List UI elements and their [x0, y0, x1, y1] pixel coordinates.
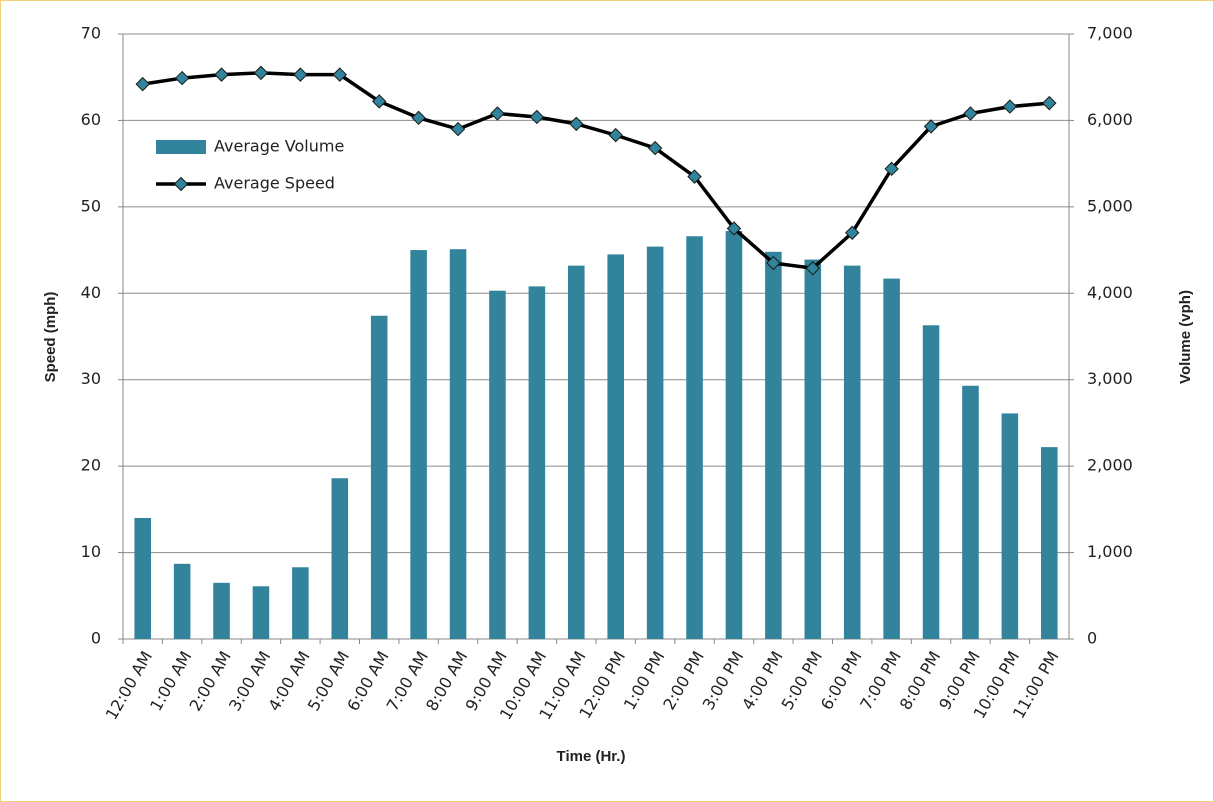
bar	[922, 325, 940, 639]
y2-tick-label: 1,000	[1087, 542, 1133, 561]
line-marker	[805, 261, 820, 276]
y2-tick-label: 3,000	[1087, 369, 1133, 388]
line-marker	[490, 106, 505, 121]
bar	[370, 315, 388, 639]
bar	[883, 278, 900, 639]
legend-label: Average Speed	[214, 174, 335, 193]
bar	[962, 385, 979, 639]
y2-tick-label: 2,000	[1087, 456, 1133, 475]
line-marker	[253, 65, 269, 81]
bar	[804, 259, 822, 639]
bar	[765, 251, 782, 640]
legend-swatch	[156, 140, 206, 154]
y-tick-label: 60	[81, 110, 101, 129]
y-tick-label: 30	[81, 369, 101, 388]
legend-marker	[173, 176, 189, 192]
legend-label: Average Volume	[214, 137, 344, 156]
bar	[173, 563, 191, 639]
y-tick-label: 10	[81, 542, 101, 561]
y-tick-label: 50	[81, 196, 101, 215]
line-marker	[687, 169, 702, 184]
bar	[568, 265, 585, 639]
bar	[489, 290, 506, 639]
line-marker	[450, 121, 466, 137]
y-tick-label: 70	[81, 24, 101, 43]
line-marker	[845, 225, 860, 240]
y-axis-label: Speed (mph)	[42, 292, 59, 383]
line-marker	[372, 94, 387, 109]
y2-tick-label: 7,000	[1087, 24, 1133, 43]
y2-tick-label: 0	[1087, 629, 1097, 648]
y2-tick-label: 4,000	[1087, 283, 1133, 302]
line-marker	[174, 70, 190, 86]
bar	[1041, 447, 1058, 639]
bar	[686, 236, 703, 639]
line-marker	[884, 161, 899, 177]
line-marker	[647, 140, 663, 156]
line-marker	[923, 119, 939, 134]
y-tick-label: 20	[81, 456, 101, 475]
line-marker	[726, 221, 742, 236]
bar	[292, 567, 309, 639]
line-marker	[214, 67, 229, 82]
bar	[528, 286, 546, 639]
line-marker	[529, 109, 545, 125]
line-marker	[293, 67, 308, 82]
line-marker	[766, 255, 781, 271]
line-marker	[411, 110, 426, 126]
y2-axis-label: Volume (vph)	[1177, 290, 1194, 384]
bar	[134, 518, 151, 639]
line-marker	[569, 116, 584, 132]
line-marker	[963, 106, 978, 121]
bar	[843, 265, 861, 639]
bar	[252, 586, 270, 639]
bar	[331, 478, 349, 639]
bar	[607, 254, 624, 639]
line-marker	[608, 127, 623, 143]
bar	[213, 582, 230, 639]
y-tick-label: 40	[81, 283, 101, 302]
bar	[646, 246, 664, 639]
line-marker	[1042, 95, 1057, 111]
bar	[449, 249, 467, 639]
bar	[410, 250, 427, 640]
y2-tick-label: 6,000	[1087, 110, 1133, 129]
line-marker	[1002, 99, 1018, 114]
bar	[1001, 413, 1019, 639]
x-tick-label: 12:00 AM	[102, 648, 156, 723]
bar	[725, 231, 743, 640]
speed-line	[142, 71, 1050, 271]
y2-tick-label: 5,000	[1087, 196, 1133, 215]
x-axis-label: Time (Hr.)	[557, 748, 626, 765]
line-marker	[332, 67, 347, 82]
line-marker	[135, 76, 150, 92]
y-tick-label: 0	[91, 629, 101, 648]
